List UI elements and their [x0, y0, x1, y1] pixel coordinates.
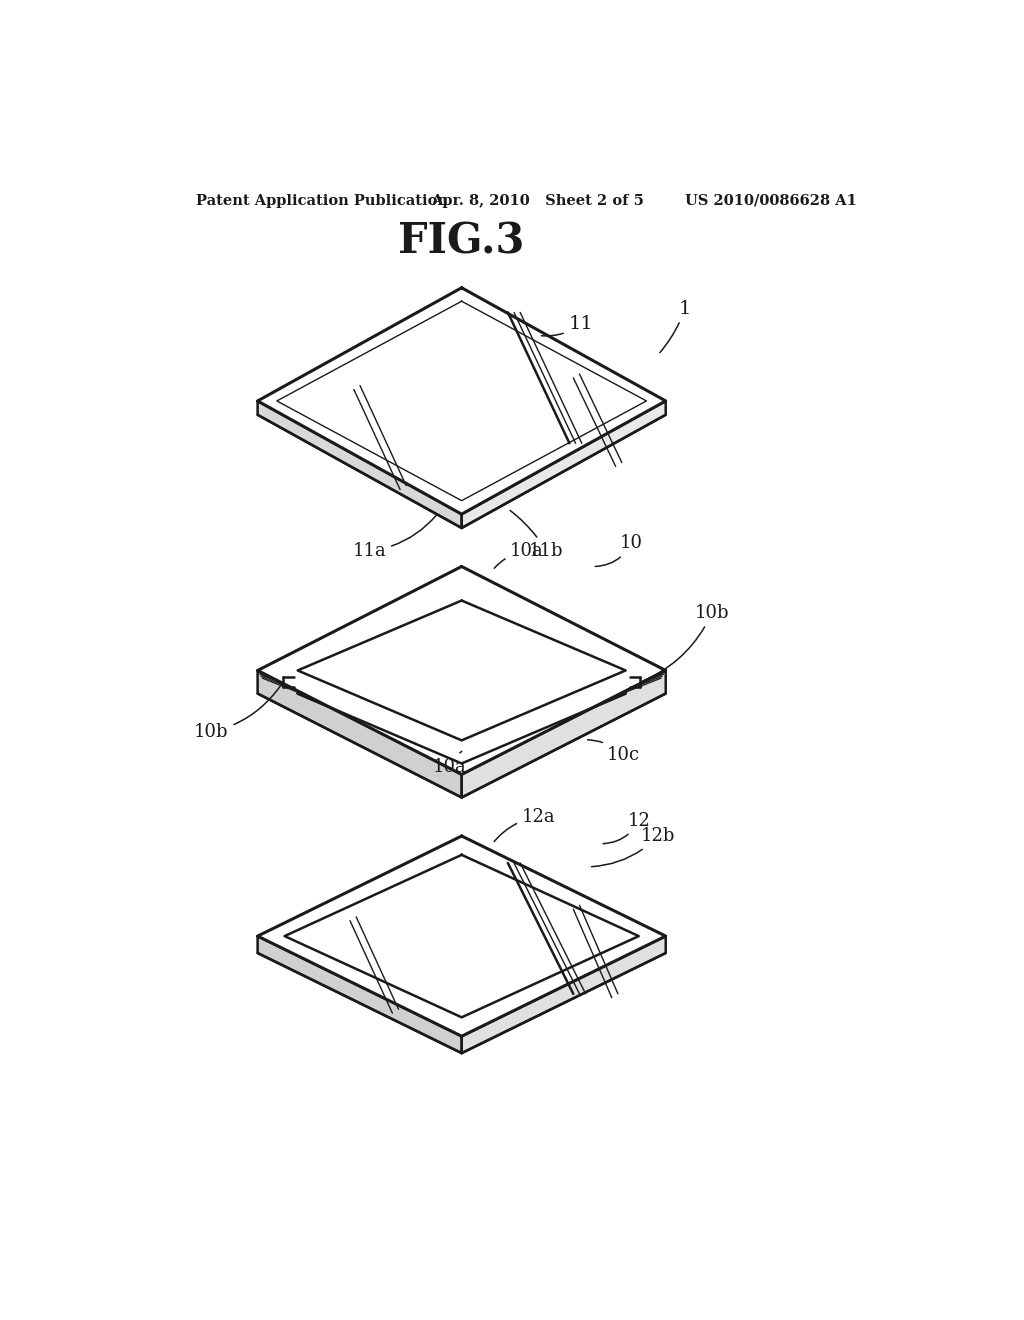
Text: FIG.3: FIG.3	[398, 220, 525, 263]
Polygon shape	[462, 401, 666, 528]
Polygon shape	[298, 671, 462, 763]
Text: 10c: 10c	[588, 739, 640, 764]
Text: 10a: 10a	[495, 543, 544, 568]
Text: Patent Application Publication: Patent Application Publication	[196, 194, 449, 207]
Text: 10b: 10b	[195, 684, 282, 741]
Polygon shape	[462, 936, 666, 1053]
Polygon shape	[258, 401, 462, 528]
Polygon shape	[258, 566, 666, 775]
Text: 12b: 12b	[592, 828, 675, 867]
Polygon shape	[258, 936, 462, 1053]
Text: US 2010/0086628 A1: US 2010/0086628 A1	[685, 194, 857, 207]
Polygon shape	[258, 671, 462, 797]
Polygon shape	[258, 836, 666, 1036]
Text: 12: 12	[603, 812, 650, 843]
Polygon shape	[462, 671, 666, 797]
Text: Apr. 8, 2010   Sheet 2 of 5: Apr. 8, 2010 Sheet 2 of 5	[431, 194, 644, 207]
Text: 11b: 11b	[510, 511, 563, 560]
Text: 11a: 11a	[352, 515, 437, 560]
Text: 10a: 10a	[433, 751, 467, 776]
Text: 12a: 12a	[495, 808, 555, 842]
Text: 10b: 10b	[643, 603, 729, 681]
Text: 10: 10	[595, 535, 643, 566]
Text: 11: 11	[542, 315, 593, 335]
Polygon shape	[298, 601, 626, 741]
Polygon shape	[462, 671, 626, 763]
Text: 1: 1	[659, 300, 691, 352]
Polygon shape	[258, 288, 666, 515]
